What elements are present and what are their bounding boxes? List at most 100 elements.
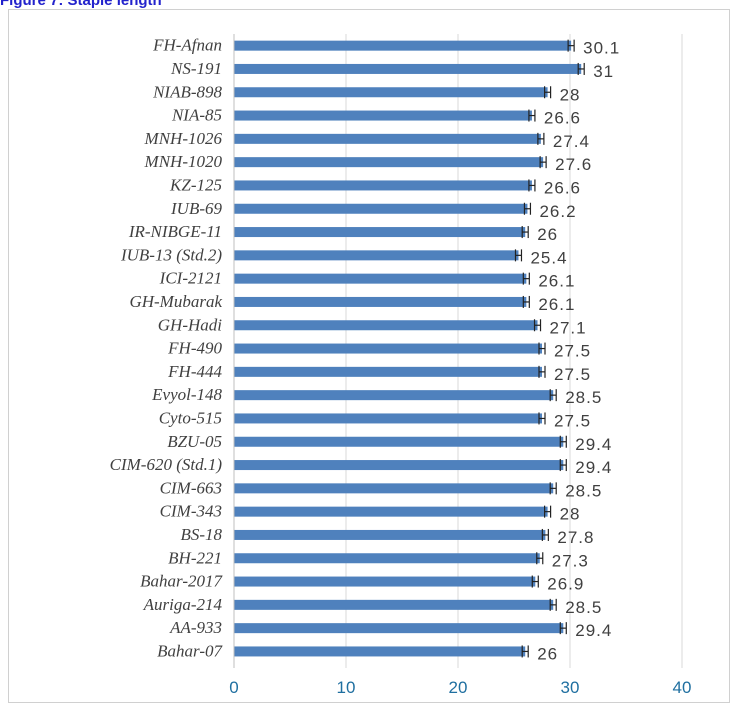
- error-bar: [577, 62, 585, 75]
- data-label: 28.5: [565, 598, 602, 617]
- data-label: 31: [593, 62, 614, 81]
- error-bar: [543, 86, 552, 99]
- data-label: 26: [537, 225, 558, 244]
- error-bar: [559, 459, 567, 472]
- bar: [234, 157, 544, 168]
- x-tick-label: 40: [673, 678, 692, 697]
- category-label: Evyol-148: [151, 385, 222, 404]
- error-bar: [559, 435, 567, 448]
- error-bar: [533, 319, 542, 332]
- data-label: 26: [537, 644, 558, 663]
- bar: [234, 553, 540, 564]
- error-bar: [538, 412, 546, 425]
- bar: [234, 390, 554, 401]
- category-label: AA-933: [169, 618, 222, 637]
- data-label: 29.4: [575, 435, 612, 454]
- data-label: 28: [560, 505, 581, 524]
- bar: [234, 273, 527, 284]
- category-label: FH-490: [167, 339, 222, 358]
- category-label: CIM-343: [160, 502, 222, 521]
- error-bar: [549, 598, 557, 611]
- category-label: CIM-620 (Std.1): [110, 455, 223, 474]
- error-bar: [538, 365, 546, 378]
- category-label: FH-Afnan: [152, 36, 222, 55]
- data-label: 28: [560, 85, 581, 104]
- bar: [234, 110, 532, 121]
- category-label: IR-NIBGE-11: [128, 222, 222, 241]
- bar: [234, 366, 542, 377]
- category-label: BZU-05: [167, 432, 222, 451]
- bar: [234, 250, 519, 261]
- data-label: 27.5: [554, 342, 591, 361]
- bar: [234, 506, 548, 517]
- data-label: 26.6: [544, 109, 581, 128]
- data-label: 26.1: [538, 272, 575, 291]
- x-tick-label: 30: [561, 678, 580, 697]
- chart-frame: [8, 9, 730, 703]
- bar: [234, 529, 546, 540]
- bar: [234, 63, 582, 74]
- data-label: 29.4: [575, 458, 612, 477]
- category-label: NIAB-898: [152, 82, 222, 101]
- category-label: NS-191: [170, 59, 222, 78]
- category-label: MNH-1026: [144, 129, 223, 148]
- category-label: NIA-85: [171, 106, 222, 125]
- bar: [234, 646, 526, 657]
- x-tick-label: 20: [449, 678, 468, 697]
- error-bar: [531, 575, 539, 588]
- data-label: 28.5: [565, 481, 602, 500]
- bar: [234, 87, 548, 98]
- category-label: FH-444: [167, 362, 222, 381]
- data-label: 30.1: [583, 39, 620, 58]
- bar: [234, 483, 554, 494]
- data-label: 27.5: [554, 365, 591, 384]
- data-label: 27.3: [552, 551, 589, 570]
- bar: [234, 180, 532, 191]
- bar: [234, 413, 542, 424]
- category-label: CIM-663: [160, 478, 222, 497]
- data-label: 28.5: [565, 388, 602, 407]
- figure-caption: Figure 7: Staple length: [0, 0, 162, 9]
- error-bar: [537, 132, 545, 145]
- category-label: BS-18: [180, 525, 222, 544]
- category-label: IUB-13 (Std.2): [120, 245, 222, 264]
- category-label: BH-221: [168, 548, 222, 567]
- data-label: 26.6: [544, 178, 581, 197]
- error-bar: [538, 342, 546, 355]
- error-bar: [536, 552, 544, 565]
- error-bar: [539, 156, 547, 169]
- error-bar: [559, 622, 567, 635]
- bar: [234, 40, 572, 51]
- bar: [234, 227, 526, 238]
- category-label: Bahar-07: [157, 641, 223, 660]
- data-label: 27.6: [555, 155, 592, 174]
- data-label: 27.1: [550, 318, 587, 337]
- error-bar: [528, 109, 536, 122]
- error-bar: [541, 528, 549, 541]
- error-bar: [567, 39, 575, 52]
- error-bar: [549, 482, 557, 495]
- data-label: 27.4: [553, 132, 590, 151]
- category-label: GH-Mubarak: [129, 292, 222, 311]
- data-label: 27.5: [554, 411, 591, 430]
- bar: [234, 436, 564, 447]
- error-bar: [521, 645, 529, 658]
- data-label: 27.8: [557, 528, 594, 547]
- error-bar: [543, 505, 552, 518]
- category-label: GH-Hadi: [158, 315, 222, 334]
- bar: [234, 623, 564, 634]
- data-label: 26.2: [539, 202, 576, 221]
- data-label: 29.4: [575, 621, 612, 640]
- bar: [234, 599, 554, 610]
- category-label: Bahar-2017: [140, 572, 223, 591]
- category-label: ICI-2121: [159, 269, 222, 288]
- data-label: 26.1: [538, 295, 575, 314]
- category-label: IUB-69: [170, 199, 222, 218]
- category-label: Auriga-214: [143, 595, 223, 614]
- error-bar: [523, 202, 532, 215]
- error-bar: [514, 249, 523, 262]
- bar: [234, 343, 542, 354]
- bar: [234, 320, 538, 331]
- bar: [234, 576, 536, 587]
